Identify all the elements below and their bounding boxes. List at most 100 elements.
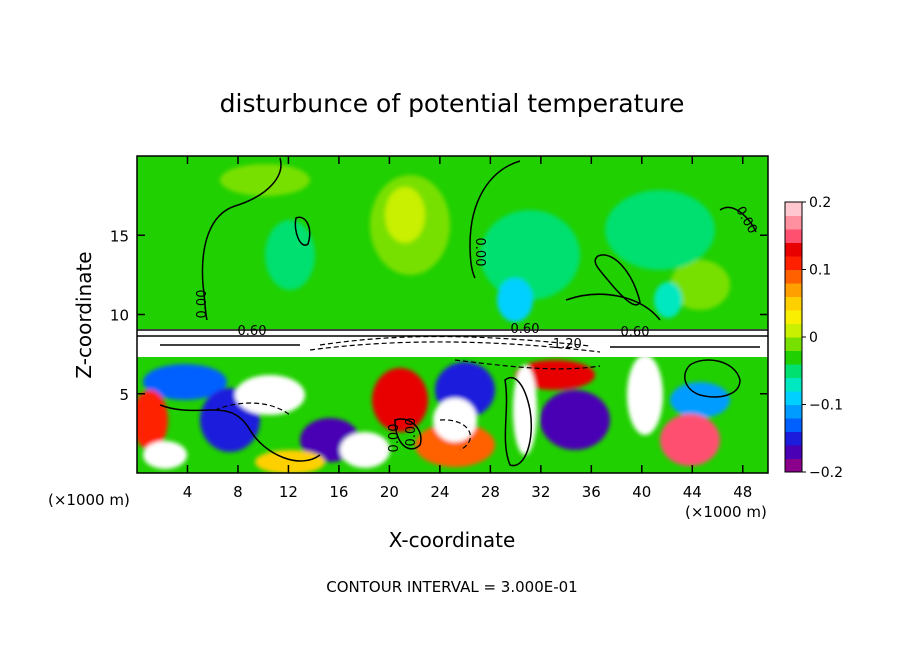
- colorbar-swatch: [785, 431, 802, 446]
- contour-line: [201, 157, 282, 321]
- chart-title: disturbunce of potential temperature: [220, 89, 685, 118]
- colorbar-swatch: [785, 296, 802, 311]
- cool-patch: [497, 278, 533, 322]
- colorbar-tick-label: −0.1: [809, 398, 843, 414]
- lower-field-structures: [137, 355, 730, 473]
- contour-line: [504, 377, 532, 467]
- contour-line: [214, 402, 291, 416]
- contour-line: [159, 404, 321, 462]
- colorbar-swatch: [785, 350, 802, 365]
- cool-patch: [265, 220, 315, 290]
- x-tick-label: 20: [380, 483, 399, 501]
- cool-patch: [480, 210, 580, 300]
- colorbar-swatch: [785, 323, 802, 338]
- x-tick-label: 44: [683, 483, 702, 501]
- colorbar-swatch: [785, 269, 802, 284]
- colorbar-swatch: [785, 215, 802, 230]
- contour-line: [160, 344, 760, 348]
- cool-patch: [654, 282, 682, 318]
- colorbar-swatch: [785, 445, 802, 459]
- colorbar: 0.2 0.1 0 −0.1 −0.2: [784, 195, 843, 481]
- contour-label: 0.60: [238, 324, 267, 339]
- contour-label: 0.00: [387, 424, 402, 453]
- warm-patch: [255, 450, 325, 473]
- colorbar-swatch: [785, 242, 802, 257]
- contour-label: 0.60: [511, 322, 540, 337]
- contour-line: [469, 160, 521, 279]
- cold-patch: [143, 364, 227, 400]
- contour-lines: [137, 157, 768, 467]
- warm-patch: [385, 187, 425, 243]
- hot-core: [627, 355, 663, 435]
- contour-label: -1.20: [548, 337, 582, 352]
- colorbar-tick-label: 0: [809, 330, 818, 346]
- x-tick-label: 28: [481, 483, 500, 501]
- contour-label: 0.00: [404, 418, 419, 447]
- colorbar-tick-label: 0.2: [809, 195, 831, 211]
- contour-label: 0.00: [195, 290, 210, 319]
- y-axis-label: Z-coordinate: [72, 251, 96, 378]
- hot-core: [143, 441, 187, 469]
- upper-field-patches: [220, 164, 730, 322]
- colorbar-swatch: [785, 418, 802, 432]
- colorbar-swatch: [785, 310, 802, 324]
- cold-patch: [540, 390, 610, 450]
- contour-line: [309, 341, 601, 353]
- x-tick-label: 8: [233, 483, 243, 501]
- warm-patch: [515, 360, 595, 390]
- colorbar-swatch: [785, 404, 802, 419]
- colorbar-swatch: [785, 458, 802, 473]
- contour-line: [294, 216, 311, 246]
- contour-label: 0.60: [621, 325, 650, 340]
- colorbar-swatch: [785, 202, 802, 216]
- colorbar-tick-label: −0.2: [809, 465, 843, 481]
- x-tick-label: 36: [582, 483, 601, 501]
- cold-patch: [670, 382, 730, 418]
- contour-line: [565, 293, 661, 321]
- boundary-band: [137, 329, 768, 357]
- x-tick-label: 16: [329, 483, 348, 501]
- hot-core: [340, 432, 390, 468]
- colorbar-swatch: [785, 391, 802, 405]
- contour-line: [684, 359, 741, 398]
- y-tick-label: 5: [119, 386, 129, 404]
- colorbar-swatch: [785, 229, 802, 243]
- x-tick-label: 12: [279, 483, 298, 501]
- contour-label: 0.00: [472, 238, 487, 267]
- contour-line: [394, 418, 422, 450]
- colorbar-swatch: [785, 283, 802, 297]
- y-tick-label: 10: [110, 307, 129, 325]
- colorbar-swatch: [785, 256, 802, 270]
- contour-line: [319, 335, 591, 347]
- colorbar-tick-label: 0.1: [809, 263, 831, 279]
- contour-line: [719, 206, 757, 233]
- contour-line: [439, 419, 471, 451]
- plot-area: [137, 156, 768, 473]
- contour-line: [594, 254, 641, 306]
- contour-labels: 0.00 0.00 0.00 0.00 0.00 0.60 0.60 0.60 …: [195, 204, 760, 453]
- x-tick-label: 24: [430, 483, 449, 501]
- warm-patch: [372, 368, 428, 432]
- contour-line: [454, 359, 601, 370]
- warm-patch: [660, 414, 720, 466]
- negative-contours: [214, 335, 601, 451]
- warm-patch: [415, 423, 495, 467]
- x-tick-label: 48: [733, 483, 752, 501]
- colorbar-swatch: [785, 337, 802, 351]
- contour-interval-note: CONTOUR INTERVAL = 3.000E-01: [326, 578, 577, 596]
- hot-core: [513, 365, 537, 455]
- hot-core: [235, 375, 305, 415]
- hot-core: [433, 398, 477, 442]
- x-tick-label: 32: [531, 483, 550, 501]
- colorbar-swatch: [785, 364, 802, 378]
- x-unit-label: (×1000 m): [48, 491, 130, 509]
- warm-patch: [670, 260, 730, 310]
- y-tick-label: 15: [110, 227, 129, 245]
- cool-patch: [605, 190, 715, 270]
- x-axis-label: X-coordinate: [389, 528, 516, 552]
- x-tick-label: 4: [183, 483, 193, 501]
- x-unit-label-right: (×1000 m): [685, 503, 767, 521]
- x-tick-label: 40: [632, 483, 651, 501]
